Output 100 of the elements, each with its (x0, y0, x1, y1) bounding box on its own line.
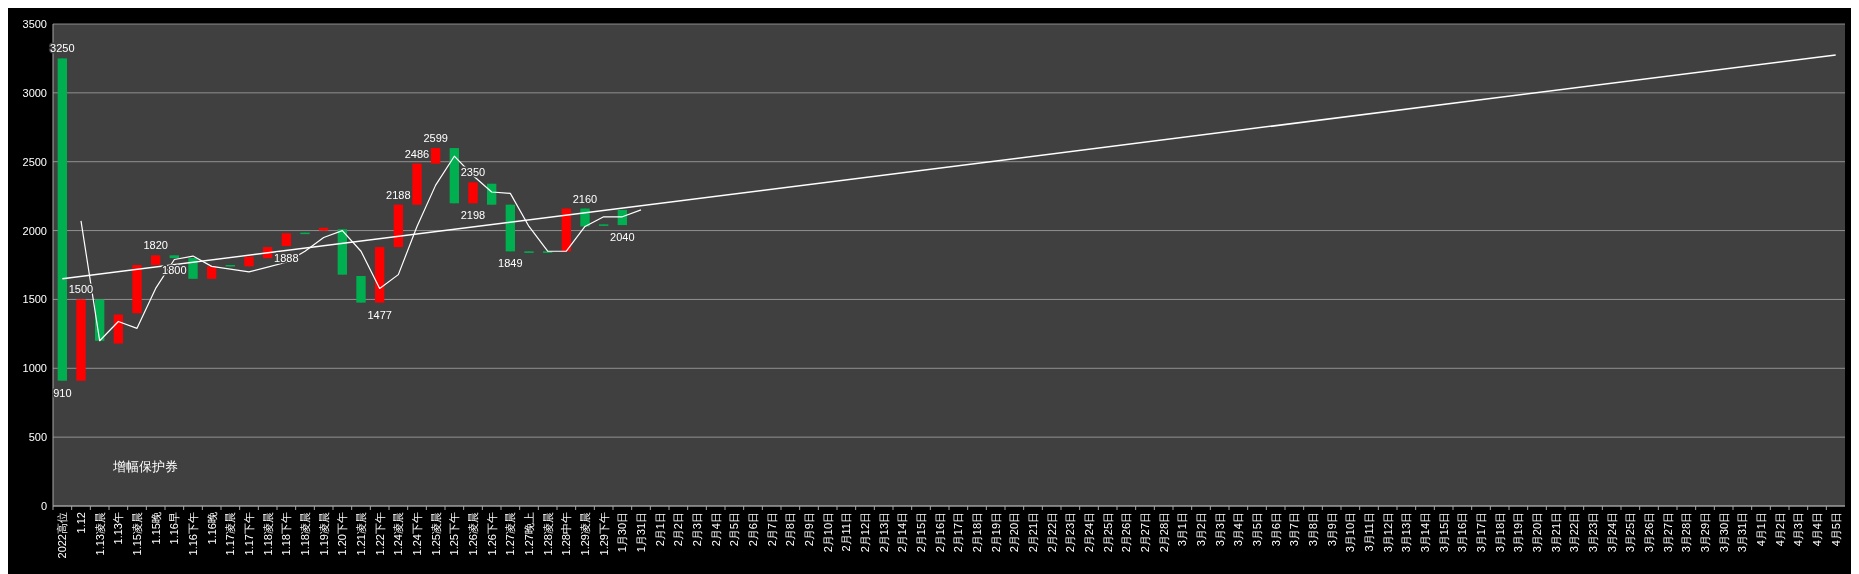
x-tick-label: 1.18凌晨 (299, 512, 311, 556)
x-tick-label: 3月14日 (1419, 512, 1431, 553)
x-tick-label: 3月22日 (1568, 512, 1581, 553)
x-tick-label: 2月14日 (896, 512, 909, 553)
x-tick-label: 2月7日 (765, 512, 778, 547)
x-tick-label: 2月24日 (1083, 512, 1095, 553)
x-tick-label: 2月1日 (653, 512, 666, 547)
x-tick-label: 2月3日 (691, 512, 703, 547)
x-tick-label: 3月4日 (1232, 512, 1245, 547)
x-tick-label: 1.19凌晨 (317, 512, 330, 556)
x-tick-label: 1.29下午 (597, 512, 610, 556)
x-tick-label: 1.29凌晨 (579, 512, 591, 556)
x-tick-label: 2月20日 (1008, 512, 1021, 553)
x-tick-label: 2月8日 (784, 512, 797, 547)
x-tick-label: 2月22日 (1045, 512, 1058, 553)
x-tick-label: 1.27凌晨 (504, 512, 517, 556)
x-tick-label: 2月2日 (672, 512, 685, 547)
y-tick-label: 2000 (22, 224, 47, 237)
x-tick-label: 1.28凌晨 (541, 512, 554, 556)
x-tick-label: 2月27日 (1139, 512, 1151, 553)
x-tick-label: 1.27晚上 (523, 512, 535, 556)
x-tick-label: 1.24下午 (411, 512, 423, 556)
y-tick-label: 3000 (22, 86, 47, 99)
x-tick-label: 3月5日 (1251, 512, 1263, 547)
x-tick-label: 2月16日 (933, 512, 946, 553)
x-tick-label: 1.13午 (112, 512, 125, 545)
x-tick-label: 2月11日 (840, 512, 853, 552)
x-tick-label: 4月5日 (1829, 512, 1842, 547)
x-tick-label: 3月8日 (1307, 512, 1319, 547)
x-tick-label: 1.26凌晨 (467, 512, 479, 556)
x-tick-label: 3月19日 (1512, 512, 1525, 553)
x-tick-label: 2月23日 (1064, 512, 1077, 553)
y-tick-label: 0 (40, 500, 47, 512)
x-tick-label: 1.21凌晨 (355, 512, 367, 556)
annotation: 2188 (386, 188, 411, 201)
x-tick-label: 3月24日 (1605, 512, 1618, 553)
x-tick-label: 2月25日 (1101, 512, 1114, 553)
x-tick-label: 1.15晚 (149, 512, 162, 545)
x-tick-label: 3月2日 (1195, 512, 1207, 547)
annotation: 2160 (572, 192, 598, 205)
x-tick-label: 1.17下午 (243, 512, 255, 556)
x-tick-label: 2月21日 (1027, 512, 1039, 553)
annotation: 2198 (460, 209, 486, 222)
x-tick-label: 3月25日 (1624, 512, 1637, 553)
annotation: 2486 (404, 147, 430, 160)
x-tick-label: 1.12 (75, 512, 87, 534)
x-tick-label: 3月15日 (1437, 512, 1450, 553)
x-tick-label: 2月28日 (1157, 512, 1170, 553)
x-tick-label: 1.25凌晨 (429, 512, 442, 556)
x-tick-label: 2月13日 (877, 512, 890, 553)
x-tick-label: 1月31日 (635, 512, 647, 553)
annotation: 2040 (610, 231, 635, 244)
y-tick-label: 2500 (22, 155, 47, 168)
x-tick-label: 3月21日 (1549, 512, 1562, 553)
x-tick-label: 4月4日 (1811, 512, 1823, 547)
x-tick-label: 3月3日 (1213, 512, 1226, 547)
annotation: 增幅保护券 (112, 459, 178, 474)
x-tick-label: 1.20下午 (336, 512, 349, 556)
x-tick-label: 1.24凌晨 (392, 512, 405, 556)
x-tick-label: 2月6日 (747, 512, 759, 547)
x-tick-label: 4月3日 (1792, 512, 1805, 547)
x-tick-label: 3月16日 (1456, 512, 1469, 553)
x-tick-label: 1.15凌晨 (131, 512, 143, 556)
x-tick-label: 1.16早 (168, 512, 181, 545)
x-tick-label: 3月17日 (1475, 512, 1487, 553)
x-tick-label: 3月29日 (1699, 512, 1711, 553)
x-tick-label: 3月27日 (1661, 512, 1674, 553)
x-tick-label: 3月31日 (1736, 512, 1749, 553)
x-tick-label: 3月1日 (1176, 512, 1189, 547)
y-tick-label: 1500 (22, 293, 47, 306)
x-tick-label: 3月13日 (1400, 512, 1413, 553)
x-tick-label: 1.22下午 (373, 512, 386, 556)
annotation: 1477 (367, 308, 392, 321)
annotation: 3250 (50, 42, 75, 55)
x-tick-label: 3月9日 (1325, 512, 1338, 547)
x-tick-label: 2月17日 (952, 512, 965, 553)
x-tick-label: 3月11日 (1363, 512, 1375, 552)
x-tick-label: 3月7日 (1288, 512, 1301, 547)
x-tick-label: 2月15日 (915, 512, 927, 553)
y-tick-label: 1000 (22, 362, 47, 375)
x-tick-label: 2月5日 (728, 512, 741, 547)
x-tick-label: 1.16下午 (187, 512, 199, 556)
y-tick-label: 3500 (22, 18, 47, 30)
x-tick-label: 3月10日 (1344, 512, 1357, 553)
x-tick-label: 3月12日 (1381, 512, 1394, 553)
y-tick-label: 500 (28, 431, 47, 444)
x-tick-label: 2月19日 (989, 512, 1002, 553)
x-tick-label: 1.17凌晨 (224, 512, 237, 556)
x-tick-label: 3月6日 (1269, 512, 1282, 547)
x-tick-label: 1月30日 (616, 512, 629, 553)
x-tick-label: 3月18日 (1493, 512, 1506, 553)
x-tick-label: 3月28日 (1680, 512, 1693, 553)
x-tick-label: 1.26下午 (485, 512, 498, 556)
x-tick-label: 1.28中午 (560, 512, 573, 556)
annotation: 1849 (498, 257, 523, 270)
x-tick-label: 4月2日 (1773, 512, 1786, 547)
x-tick-label: 2022高位 (56, 512, 69, 559)
x-tick-label: 2月10日 (821, 512, 834, 553)
x-tick-label: 1.13凌晨 (93, 512, 106, 556)
x-tick-label: 1.18凌晨 (261, 512, 274, 556)
